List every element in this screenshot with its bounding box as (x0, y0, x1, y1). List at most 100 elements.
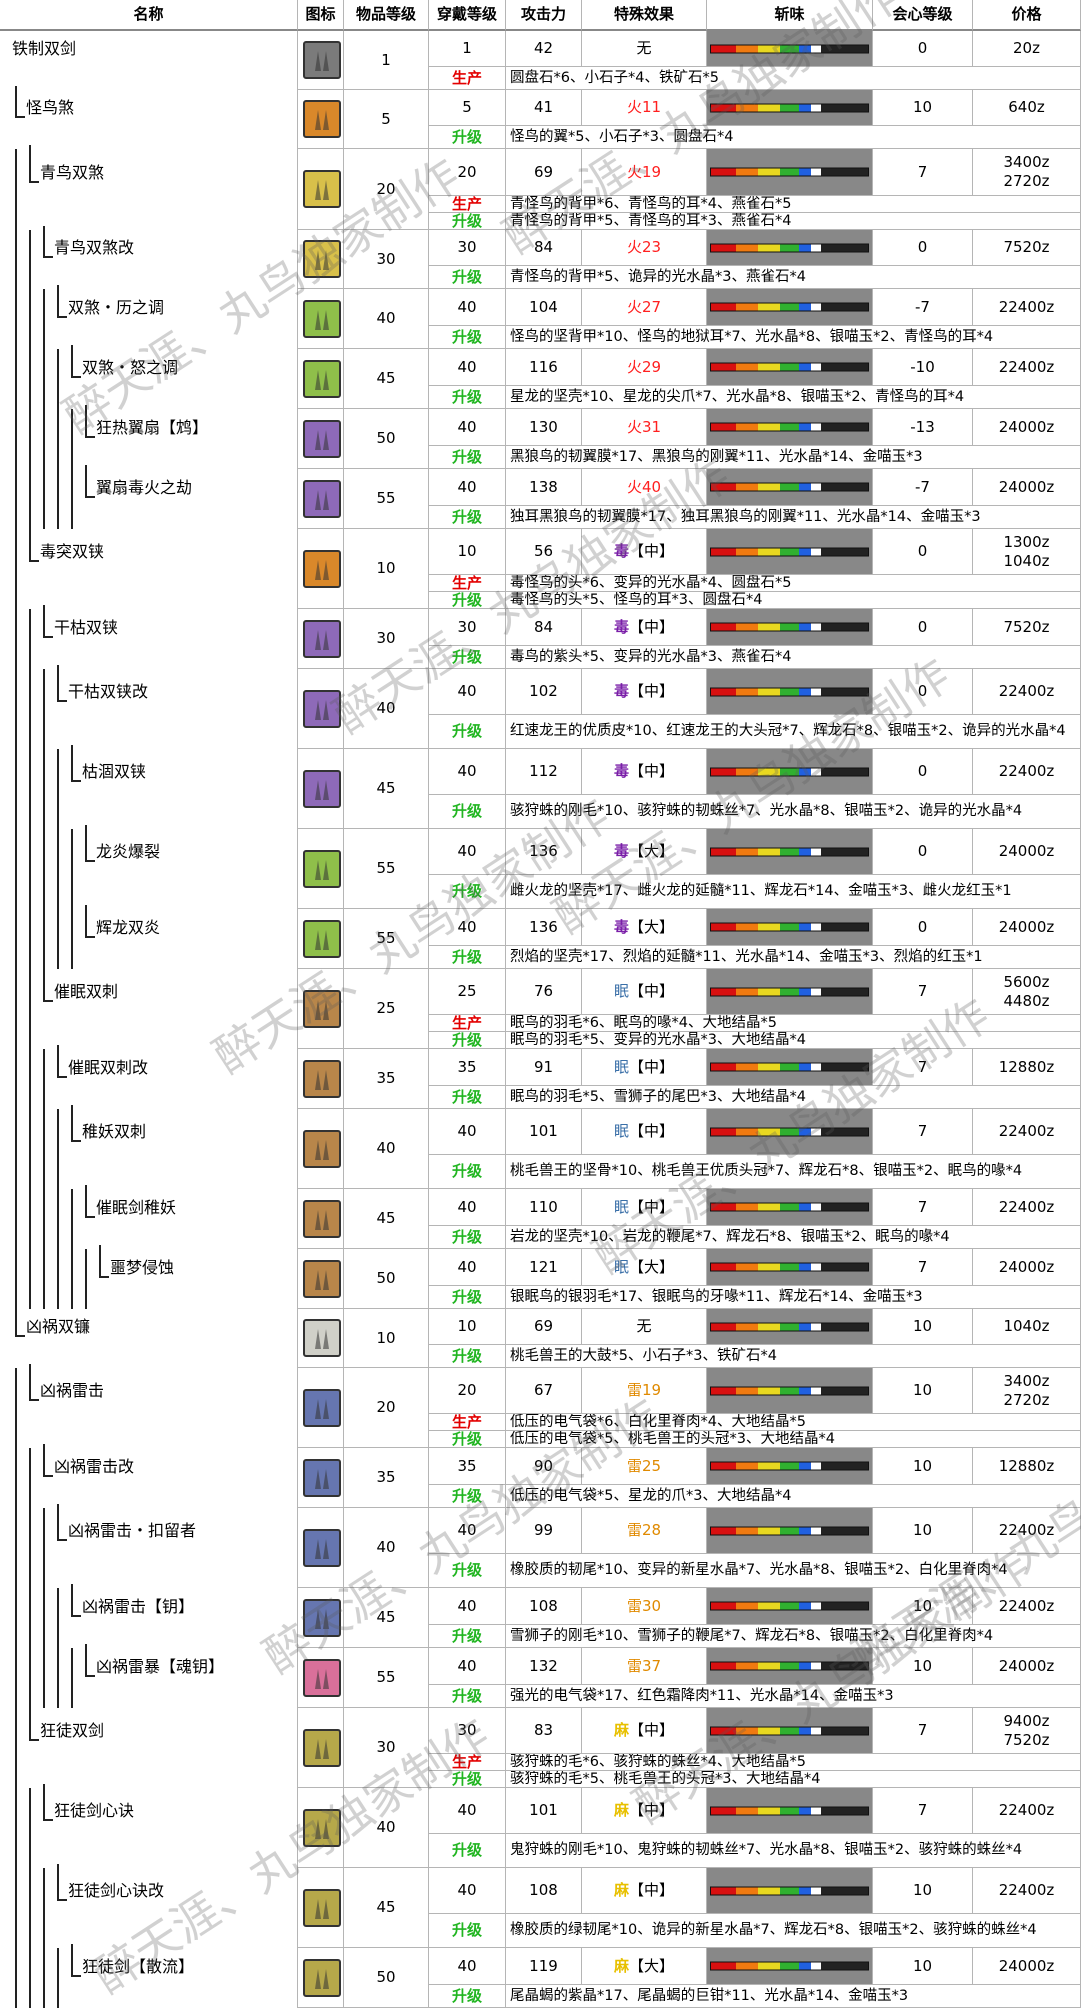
tree-branch (43, 605, 45, 636)
effect-type: 麻 (613, 1721, 629, 1739)
sharpness-segment (798, 923, 812, 931)
icon-cell (298, 469, 344, 529)
tree-trunk (85, 1249, 87, 1309)
sharpness-segment (798, 1962, 812, 1970)
upgrade-materials: 鬼狩蛛的刚毛*10、鬼狩蛛的韧蛛丝*7、光水晶*8、银喵玉*2、骇狩蛛的蛛丝*4 (506, 1834, 1081, 1868)
price-cell: 640z (973, 90, 1081, 126)
rarity-cell: 40 (344, 1788, 429, 1868)
tree-trunk (57, 1109, 59, 1189)
special-cell: 眠【中】 (582, 969, 707, 1015)
sharpness-segment (798, 104, 812, 111)
sharpness-segment (798, 1527, 812, 1534)
tree-trunk (15, 909, 17, 969)
icon-cell (298, 31, 344, 90)
tree-trunk (43, 1648, 45, 1708)
weapon-name: 催眠双刺改 (68, 1057, 149, 1077)
attack-cell: 101 (506, 1788, 582, 1834)
sharpness-segment (811, 1323, 821, 1330)
sharpness-segment (758, 244, 781, 251)
produce-materials: 圆盘石*6、小石子*4、铁矿石*5 (506, 67, 1081, 90)
tree-trunk (15, 349, 17, 409)
crit-cell: 7 (873, 969, 973, 1015)
sharpness-segment (736, 1323, 759, 1330)
tree-trunk (29, 969, 31, 1049)
rarity-cell: 45 (344, 1868, 429, 1948)
tree-branch (85, 860, 95, 862)
tree-branch (29, 1399, 39, 1401)
sharpness-segment (780, 623, 799, 631)
upgrade-materials: 雪狮子的刚毛*10、雪狮子的鞭尾*7、辉龙石*8、银喵玉*2、白化里脊肉*4 (506, 1625, 1081, 1648)
weapon-name: 狂徒双剑 (40, 1721, 105, 1740)
sharpness-segment (711, 244, 737, 251)
attack-cell: 132 (506, 1648, 582, 1685)
sharpness-segment (798, 1887, 812, 1894)
price-value: 22400z (998, 1801, 1055, 1819)
price-cell: 24000z (973, 1948, 1081, 1985)
tree-trunk (29, 1648, 31, 1708)
sharpness-segment (780, 1807, 799, 1814)
slot-cell: 10 (429, 529, 506, 575)
sharpness-segment (711, 1263, 737, 1271)
sharpness-cell (707, 909, 873, 946)
crit-cell: 0 (873, 230, 973, 266)
tree-trunk (43, 289, 45, 349)
weapon-name: 干枯双铗 (54, 617, 119, 637)
tree-branch (57, 1864, 59, 1899)
upgrade-materials: 骇狩蛛的毛*5、桃毛兽王的头冠*3、大地结晶*4 (506, 1771, 1081, 1788)
tree-trunk (43, 1588, 45, 1648)
attack-cell: 76 (506, 969, 582, 1015)
price-cell: 24000z (973, 909, 1081, 946)
attack-cell: 69 (506, 149, 582, 196)
sharpness-segment (758, 1263, 781, 1271)
special-cell: 眠【大】 (582, 1249, 707, 1286)
sharpness-segment (736, 363, 759, 371)
upgrade-materials: 桃毛兽王的坚骨*10、桃毛兽王优质头冠*7、辉龙石*8、银喵玉*2、眠鸟的喙*4 (506, 1155, 1081, 1189)
tree-branch (29, 1704, 31, 1739)
sharpness-segment (820, 1962, 868, 1970)
effect-value: 30 (641, 1596, 662, 1615)
sharpness-segment (798, 45, 812, 52)
sharpness-segment (780, 1462, 799, 1470)
weapon-name: 铁制双剑 (12, 39, 77, 58)
price-value: 9400z (1003, 1711, 1050, 1730)
sharpness-segment (811, 848, 821, 855)
upgrade-label: 升级 (429, 1032, 506, 1049)
tree-branch (85, 1215, 95, 1218)
slot-cell: 40 (429, 1508, 506, 1554)
tree-branch (29, 145, 31, 181)
sharpness-segment (711, 1602, 737, 1610)
tree-trunk (57, 829, 59, 909)
special-cell: 火 31 (582, 409, 707, 446)
sharpness-cell (707, 1588, 873, 1625)
special-cell: 麻【中】 (582, 1788, 707, 1834)
tree-trunk (15, 1448, 17, 1508)
price-value: 22400z (998, 357, 1055, 376)
sharpness-segment (758, 768, 781, 775)
sharpness-segment (798, 303, 812, 311)
upgrade-label: 升级 (429, 646, 506, 669)
tree-branch (85, 405, 87, 436)
tree-branch (57, 1539, 67, 1541)
upgrade-label: 升级 (429, 795, 506, 829)
crit-cell: 10 (873, 1588, 973, 1625)
sharpness-cell (707, 230, 873, 266)
sharpness-segment (820, 768, 868, 775)
sharpness-segment (780, 923, 799, 931)
header-name: 名称 (0, 0, 298, 31)
attack-cell: 130 (506, 409, 582, 446)
sharpness-cell (707, 349, 873, 386)
sharpness-segment (736, 244, 759, 251)
sharpness-segment (736, 104, 759, 111)
sharpness-segment (736, 988, 759, 995)
sharpness-segment (780, 45, 799, 52)
effect-type: 无 (636, 1317, 652, 1335)
sharpness-bar (710, 687, 869, 696)
rarity-cell: 45 (344, 749, 429, 829)
sharpness-segment (798, 1323, 812, 1330)
effect-value: 【中】 (629, 1801, 675, 1819)
sharpness-bar (710, 1461, 869, 1471)
icon-cell (298, 149, 344, 230)
upgrade-materials: 岩龙的坚壳*10、岩龙的鞭尾*7、辉龙石*8、银喵玉*2、眠鸟的喙*4 (506, 1226, 1081, 1249)
sharpness-cell (707, 90, 873, 126)
effect-value: 【中】 (629, 1721, 675, 1739)
